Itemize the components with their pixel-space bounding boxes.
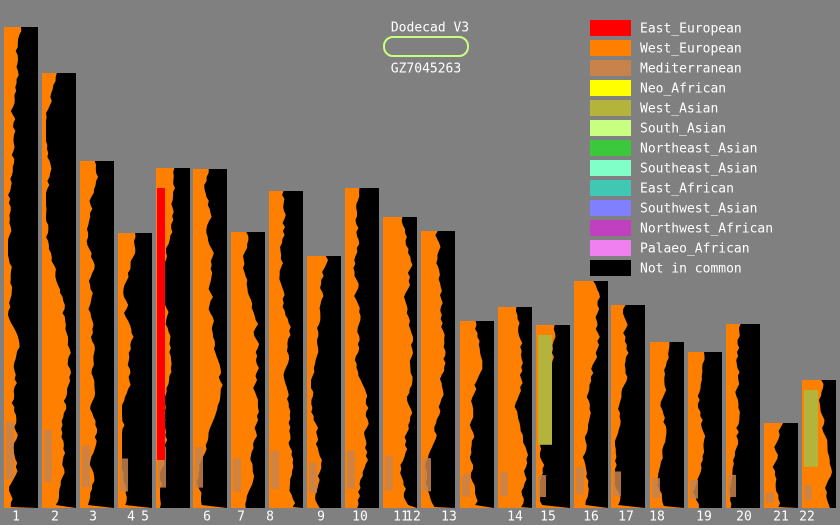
legend-swatch bbox=[590, 180, 631, 196]
not-in-common-region bbox=[46, 73, 76, 508]
not-in-common-region bbox=[279, 191, 303, 508]
chromosome-label: 10 bbox=[352, 510, 368, 525]
chromosome-label: 22 bbox=[799, 510, 815, 525]
west-asian-patch bbox=[538, 335, 552, 445]
legend-label: East_African bbox=[640, 182, 734, 197]
chromosome-label: 12 bbox=[405, 510, 421, 525]
chromosome-label: 17 bbox=[618, 510, 634, 525]
mediterranean-patch bbox=[347, 450, 355, 489]
mediterranean-patch bbox=[728, 474, 736, 497]
legend-swatch bbox=[590, 240, 631, 256]
not-in-common-region bbox=[311, 256, 341, 508]
chromosome-label: 8 bbox=[266, 510, 274, 525]
legend-swatch bbox=[590, 200, 631, 216]
mediterranean-patch bbox=[576, 467, 584, 495]
legend-label: South_Asian bbox=[640, 122, 726, 137]
mediterranean-patch bbox=[538, 475, 546, 498]
mediterranean-patch bbox=[120, 458, 128, 492]
not-in-common-region bbox=[8, 27, 38, 508]
mediterranean-patch bbox=[233, 458, 241, 492]
legend-label: Mediterranean bbox=[640, 62, 742, 77]
chromosome-label: 13 bbox=[441, 510, 457, 525]
not-in-common-region bbox=[243, 232, 265, 508]
legend-label: Southwest_Asian bbox=[640, 202, 757, 217]
legend-label: Northeast_Asian bbox=[640, 142, 757, 157]
mediterranean-patch bbox=[385, 455, 393, 491]
legend-swatch bbox=[590, 140, 631, 156]
mediterranean-patch bbox=[158, 446, 166, 488]
legend-swatch bbox=[590, 80, 631, 96]
mediterranean-patch bbox=[652, 478, 660, 499]
legend-swatch bbox=[590, 160, 631, 176]
not-in-common-region bbox=[122, 233, 152, 508]
mediterranean-patch bbox=[423, 458, 431, 492]
legend-label: Palaeo_African bbox=[640, 242, 750, 257]
not-in-common-region bbox=[353, 188, 379, 508]
chromosome-label: 19 bbox=[696, 510, 712, 525]
legend-swatch bbox=[590, 100, 631, 116]
chromosome-label: 1 bbox=[12, 510, 20, 525]
mediterranean-patch bbox=[690, 479, 698, 499]
not-in-common-region bbox=[425, 231, 455, 508]
mediterranean-patch bbox=[309, 462, 317, 493]
not-in-common-region bbox=[657, 342, 684, 508]
chromosome-label: 14 bbox=[507, 510, 523, 525]
legend-swatch bbox=[590, 60, 631, 76]
chromosome-label: 11 bbox=[393, 510, 409, 525]
not-in-common-region bbox=[514, 307, 532, 508]
chromosome-label: 21 bbox=[773, 510, 789, 525]
sample-id: GZ7045263 bbox=[391, 62, 461, 77]
not-in-common-region bbox=[818, 380, 836, 508]
mediterranean-patch bbox=[613, 471, 621, 496]
chromosome-label: 5 bbox=[141, 510, 149, 525]
legend-label: Neo_African bbox=[640, 82, 726, 97]
not-in-common-region bbox=[197, 169, 227, 508]
chromosome-label: 15 bbox=[540, 510, 556, 525]
chromosome-label: 3 bbox=[89, 510, 97, 525]
not-in-common-region bbox=[582, 281, 608, 508]
chromosome-label: 9 bbox=[317, 510, 325, 525]
chromosome-label: 18 bbox=[649, 510, 665, 525]
chromosome-label: 20 bbox=[736, 510, 752, 525]
legend-label: Not in common bbox=[640, 262, 742, 277]
mediterranean-patch bbox=[804, 484, 812, 501]
legend-label: East_European bbox=[640, 22, 742, 37]
chromosome-label: 2 bbox=[51, 510, 59, 525]
not-in-common-region bbox=[540, 325, 570, 508]
not-in-common-region bbox=[615, 305, 645, 508]
legend-swatch bbox=[590, 20, 631, 36]
not-in-common-region bbox=[160, 168, 190, 508]
chromosome-label: 7 bbox=[237, 510, 245, 525]
not-in-common-region bbox=[469, 321, 494, 508]
highlight-ellipse bbox=[383, 36, 469, 57]
not-in-common-region bbox=[400, 217, 417, 508]
mediterranean-patch bbox=[82, 445, 90, 488]
legend-swatch bbox=[590, 220, 631, 236]
chromosome-label: 16 bbox=[583, 510, 599, 525]
legend-swatch bbox=[590, 40, 631, 56]
legend-label: Northwest_African bbox=[640, 222, 773, 237]
legend-label: West_European bbox=[640, 42, 742, 57]
title: Dodecad V3 bbox=[391, 21, 469, 36]
chromosome-label: 6 bbox=[203, 510, 211, 525]
mediterranean-patch bbox=[462, 474, 470, 497]
legend-swatch bbox=[590, 260, 631, 276]
mediterranean-patch bbox=[271, 450, 279, 489]
mediterranean-patch bbox=[195, 446, 203, 488]
not-in-common-region bbox=[86, 161, 114, 508]
mediterranean-patch bbox=[6, 421, 14, 480]
mediterranean-patch bbox=[44, 429, 52, 482]
legend-label: West_Asian bbox=[640, 102, 718, 117]
mediterranean-patch bbox=[766, 492, 774, 503]
not-in-common-region bbox=[693, 352, 722, 508]
mediterranean-patch bbox=[500, 471, 508, 496]
not-in-common-region bbox=[772, 423, 798, 508]
not-in-common-region bbox=[730, 324, 760, 508]
chromosome-label: 4 bbox=[127, 510, 135, 525]
east-european-patch bbox=[157, 188, 165, 460]
legend-label: Southeast_Asian bbox=[640, 162, 757, 177]
west-asian-patch bbox=[804, 390, 818, 467]
legend-swatch bbox=[590, 120, 631, 136]
